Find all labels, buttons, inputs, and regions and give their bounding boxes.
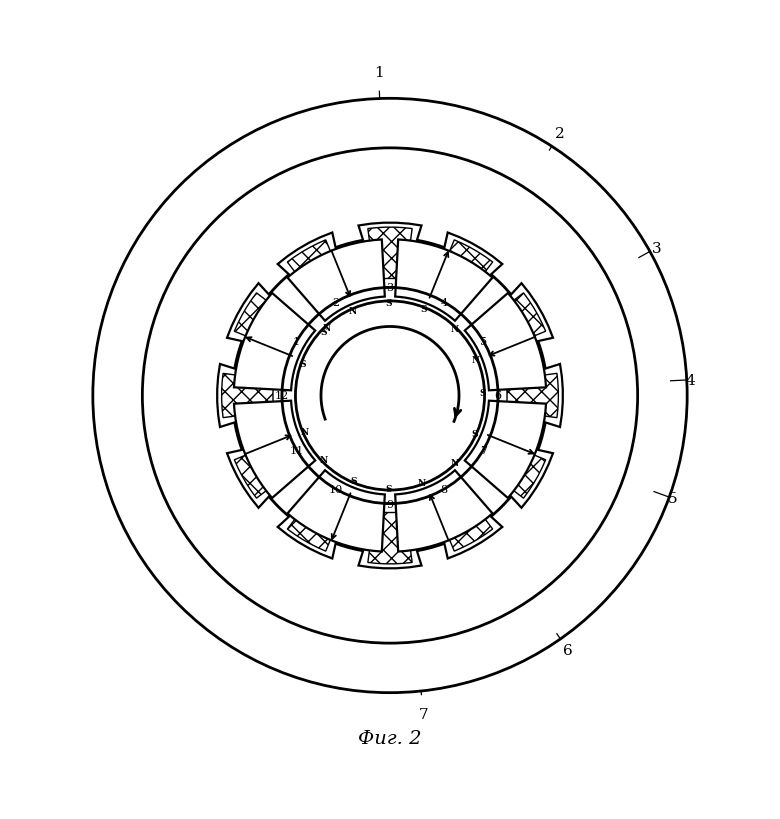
Polygon shape: [278, 482, 348, 559]
Polygon shape: [477, 284, 553, 354]
Text: 5: 5: [668, 491, 678, 506]
Text: S: S: [320, 327, 327, 336]
Polygon shape: [434, 489, 493, 551]
Polygon shape: [506, 374, 558, 419]
Polygon shape: [395, 471, 492, 552]
Polygon shape: [227, 284, 303, 354]
Polygon shape: [483, 293, 546, 351]
Polygon shape: [395, 240, 492, 321]
Polygon shape: [368, 512, 412, 564]
Text: 11: 11: [289, 445, 303, 455]
Text: N: N: [323, 324, 331, 333]
Polygon shape: [434, 241, 493, 303]
Text: 3: 3: [651, 242, 661, 256]
Text: 1: 1: [374, 66, 384, 79]
Polygon shape: [368, 228, 412, 280]
Circle shape: [143, 149, 637, 644]
Text: 2: 2: [555, 127, 565, 141]
Text: S: S: [480, 388, 486, 397]
Text: 5: 5: [480, 337, 488, 347]
Polygon shape: [278, 233, 348, 310]
Polygon shape: [234, 401, 315, 499]
Polygon shape: [227, 438, 303, 508]
Polygon shape: [477, 438, 553, 508]
Text: 12: 12: [275, 391, 289, 401]
Circle shape: [217, 224, 563, 568]
Polygon shape: [287, 241, 346, 303]
Polygon shape: [432, 233, 502, 310]
Text: S: S: [385, 484, 392, 493]
Polygon shape: [465, 294, 546, 391]
Text: N: N: [319, 456, 328, 465]
Polygon shape: [288, 471, 385, 552]
Text: 7: 7: [480, 445, 487, 455]
Polygon shape: [498, 364, 563, 428]
Text: S: S: [300, 360, 306, 369]
Text: 6: 6: [495, 391, 502, 401]
Text: N: N: [348, 307, 356, 316]
Text: N: N: [471, 355, 480, 364]
Polygon shape: [465, 401, 546, 499]
Text: 9: 9: [386, 499, 394, 509]
Text: 4: 4: [686, 373, 695, 387]
Circle shape: [232, 238, 548, 554]
Polygon shape: [359, 224, 421, 289]
Polygon shape: [288, 240, 385, 321]
Polygon shape: [432, 482, 502, 559]
Polygon shape: [359, 503, 421, 568]
Polygon shape: [234, 441, 297, 499]
Polygon shape: [483, 441, 546, 499]
Text: 4: 4: [441, 297, 448, 307]
Text: 6: 6: [563, 643, 573, 657]
Text: Фиг. 2: Фиг. 2: [358, 729, 422, 747]
Text: N: N: [417, 478, 426, 487]
Text: 7: 7: [419, 708, 428, 722]
Polygon shape: [234, 294, 315, 391]
Text: N: N: [300, 428, 309, 437]
Text: 2: 2: [332, 297, 339, 307]
Text: S: S: [385, 299, 392, 308]
Polygon shape: [222, 374, 274, 419]
Text: N: N: [450, 458, 459, 467]
Text: 1: 1: [292, 337, 300, 347]
Text: N: N: [450, 325, 459, 334]
Text: S: S: [471, 429, 478, 438]
Polygon shape: [287, 489, 346, 551]
Polygon shape: [217, 364, 282, 428]
Text: 3: 3: [386, 283, 394, 293]
Text: S: S: [350, 477, 357, 486]
Text: 10: 10: [329, 485, 343, 495]
Circle shape: [296, 301, 484, 491]
Polygon shape: [234, 293, 297, 351]
Text: S: S: [420, 305, 427, 314]
Text: 8: 8: [441, 485, 448, 495]
